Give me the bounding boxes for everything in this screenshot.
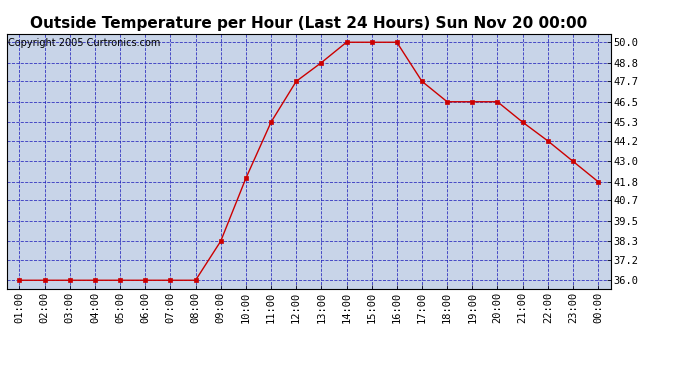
Title: Outside Temperature per Hour (Last 24 Hours) Sun Nov 20 00:00: Outside Temperature per Hour (Last 24 Ho… — [30, 16, 587, 31]
Text: Copyright 2005 Curtronics.com: Copyright 2005 Curtronics.com — [8, 38, 161, 48]
